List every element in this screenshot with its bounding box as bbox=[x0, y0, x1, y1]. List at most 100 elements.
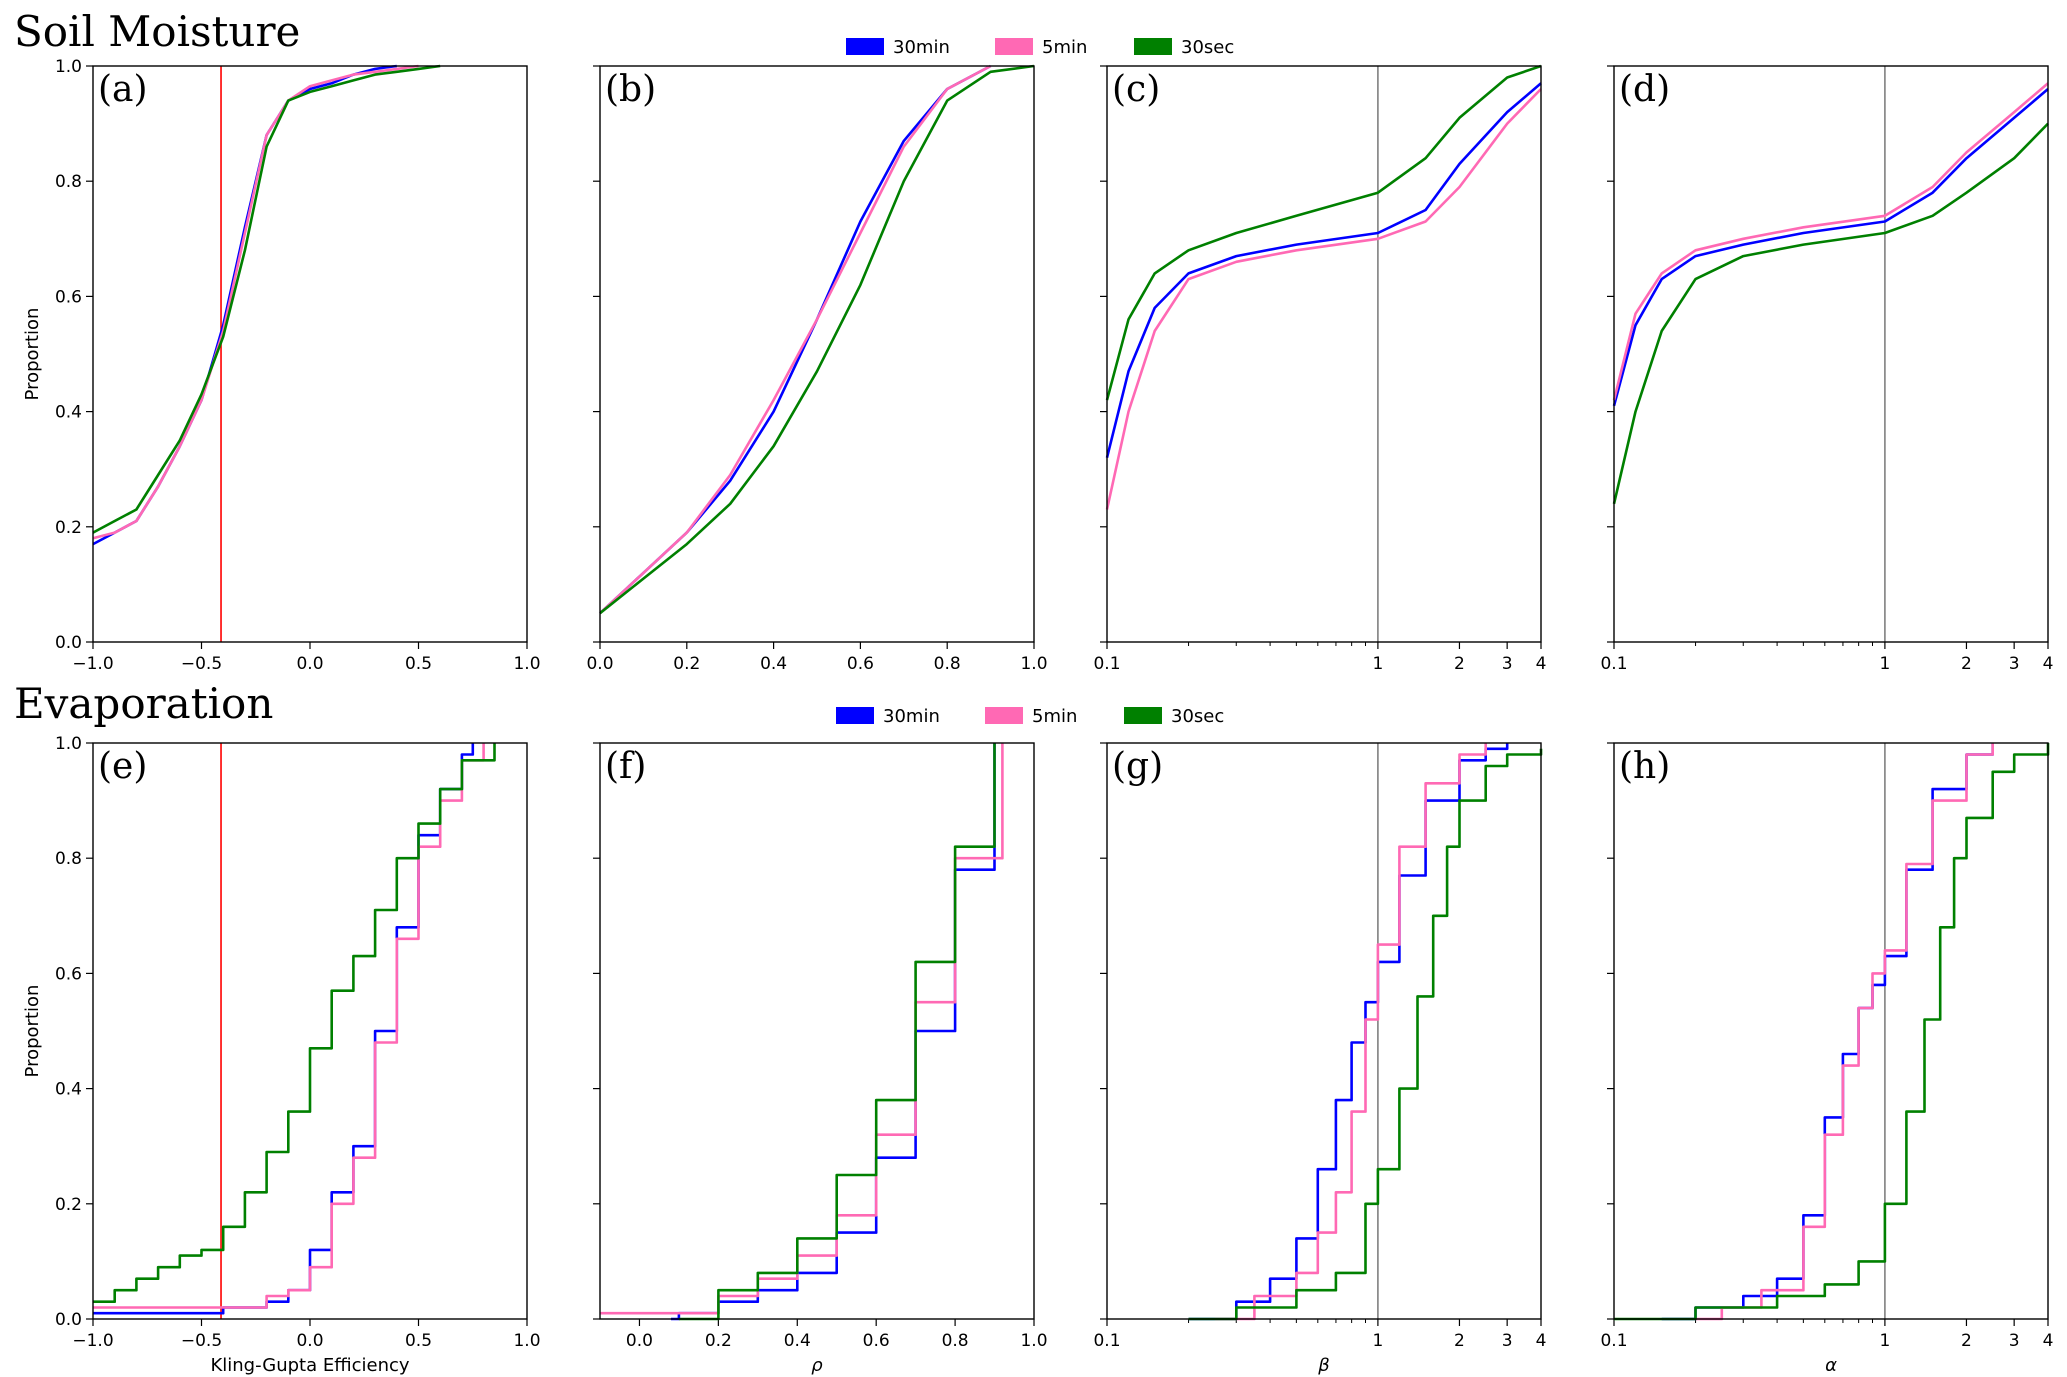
x-tick-label: 0.0 bbox=[626, 1331, 653, 1351]
series-line-30sec bbox=[1614, 743, 2050, 1321]
panel-label: (e) bbox=[98, 746, 147, 787]
x-tick-label: 1.0 bbox=[1020, 1331, 1047, 1351]
series-line-30min bbox=[92, 64, 397, 546]
series-line-30sec bbox=[599, 64, 1035, 615]
x-tick-label: 1 bbox=[1879, 1331, 1890, 1351]
plot-frame bbox=[1613, 742, 2049, 1320]
x-tick-label: 0.8 bbox=[942, 1331, 969, 1351]
y-tick-label: 0.2 bbox=[55, 1195, 82, 1215]
legend-top: 30min 5min 30sec bbox=[846, 37, 1234, 58]
x-axis-label: ρ bbox=[811, 1355, 823, 1376]
y-tick-label: 0.8 bbox=[55, 849, 82, 869]
panel-c: 0.1 1 2 3 4 (c) bbox=[1093, 64, 1547, 674]
y-tick-label: 0.4 bbox=[55, 1080, 82, 1100]
x-axis-label: α bbox=[1825, 1355, 1837, 1376]
plot-frame bbox=[599, 65, 1035, 643]
x-tick-label: 0.0 bbox=[296, 1331, 323, 1351]
x-tick-label: −1.0 bbox=[72, 1331, 113, 1351]
x-tick-label: 0.6 bbox=[863, 1331, 890, 1351]
x-tick-label: 0.8 bbox=[934, 654, 961, 674]
y-axis-label: Proportion bbox=[22, 308, 43, 401]
x-tick-label: 1 bbox=[1372, 1331, 1383, 1351]
x-tick-label: 4 bbox=[1536, 654, 1547, 674]
legend-label-5min: 5min bbox=[1032, 706, 1077, 727]
x-tick-label: 1.0 bbox=[513, 654, 540, 674]
x-tick-label: −0.5 bbox=[181, 1331, 222, 1351]
y-axis-label: Proportion bbox=[22, 985, 43, 1078]
x-tick-label: 1 bbox=[1372, 654, 1383, 674]
x-tick-label: 0.1 bbox=[1093, 1331, 1120, 1351]
x-tick-label: 0.4 bbox=[760, 654, 787, 674]
panel-f: 0.0 0.2 0.4 0.6 0.8 1.0 (f) ρ bbox=[593, 742, 1048, 1376]
x-tick-label: 0.1 bbox=[1600, 1331, 1627, 1351]
legend-label-30min: 30min bbox=[893, 37, 950, 58]
x-tick-label: −0.5 bbox=[181, 654, 222, 674]
x-tick-label: 0.6 bbox=[847, 654, 874, 674]
panel-b: 0.0 0.2 0.4 0.6 0.8 1.0 (b) bbox=[586, 64, 1048, 674]
x-tick-label: −1.0 bbox=[72, 654, 113, 674]
x-tick-label: 1.0 bbox=[1020, 654, 1047, 674]
legend-swatch-5min bbox=[995, 38, 1033, 55]
panel-g: 0.1 1 2 3 4 (g) β bbox=[1093, 742, 1546, 1376]
x-tick-label: 1.0 bbox=[513, 1331, 540, 1351]
panel-label: (g) bbox=[1112, 746, 1163, 787]
series-line-30sec bbox=[1188, 748, 1543, 1321]
panel-a: −1.0 −0.5 0.0 0.5 1.0 0.0 0.2 0.4 0.6 0.8 1.0 (a) Pr… bbox=[22, 57, 541, 674]
series-line-30sec bbox=[92, 64, 441, 534]
x-tick-label: 2 bbox=[1454, 1331, 1465, 1351]
y-tick-label: 1.0 bbox=[55, 734, 82, 754]
x-tick-label: 0.5 bbox=[405, 1331, 432, 1351]
y-tick-label: 0.8 bbox=[55, 172, 82, 192]
series-line-30sec bbox=[93, 743, 496, 1303]
legend-swatch-30sec bbox=[1124, 707, 1162, 724]
series-line-30min bbox=[93, 743, 475, 1315]
series-line-5min bbox=[93, 743, 485, 1309]
plot-frame bbox=[599, 742, 1035, 1320]
y-tick-label: 0.6 bbox=[55, 964, 82, 984]
x-tick-label: 2 bbox=[1961, 1331, 1972, 1351]
series-line-30sec bbox=[678, 743, 996, 1321]
panel-label: (h) bbox=[1619, 746, 1670, 787]
series-line-5min bbox=[1695, 743, 1994, 1321]
series-line-5min bbox=[92, 64, 419, 540]
legend-label-30sec: 30sec bbox=[1181, 37, 1234, 58]
series-line-30sec bbox=[1612, 122, 2049, 505]
legend-bottom: 30min 5min 30sec bbox=[836, 706, 1224, 727]
y-tick-label: 0.6 bbox=[55, 287, 82, 307]
series-line-5min bbox=[1612, 82, 2049, 401]
x-tick-label: 3 bbox=[2009, 654, 2020, 674]
chart-panels: −1.0 −0.5 0.0 0.5 1.0 0.0 0.2 0.4 0.6 0.8 1.0 (a) Pr… bbox=[22, 57, 2053, 1376]
legend-swatch-5min bbox=[985, 707, 1023, 724]
panel-label: (b) bbox=[605, 69, 656, 110]
x-tick-label: 2 bbox=[1454, 654, 1465, 674]
x-axis-label: β bbox=[1317, 1355, 1330, 1376]
x-tick-label: 0.2 bbox=[673, 654, 700, 674]
x-tick-label: 0.2 bbox=[705, 1331, 732, 1351]
legend-swatch-30min bbox=[846, 38, 884, 55]
series-line-5min bbox=[600, 743, 1004, 1315]
y-tick-label: 0.0 bbox=[55, 1310, 82, 1330]
row-title-soil-moisture: Soil Moisture bbox=[14, 7, 300, 56]
plot-frame bbox=[92, 742, 528, 1320]
y-tick-label: 0.4 bbox=[55, 403, 82, 423]
x-tick-label: 0.0 bbox=[586, 654, 613, 674]
x-tick-label: 0.1 bbox=[1600, 654, 1627, 674]
legend-label-30sec: 30sec bbox=[1171, 706, 1224, 727]
row-title-evaporation: Evaporation bbox=[14, 679, 273, 728]
x-tick-label: 3 bbox=[1502, 654, 1513, 674]
panel-label: (f) bbox=[605, 746, 646, 787]
plot-frame bbox=[1106, 65, 1542, 643]
series-line-5min bbox=[1105, 88, 1542, 510]
legend-swatch-30sec bbox=[1134, 38, 1172, 55]
legend-swatch-30min bbox=[836, 707, 874, 724]
x-tick-label: 0.5 bbox=[405, 654, 432, 674]
legend-label-5min: 5min bbox=[1042, 37, 1087, 58]
plot-frame bbox=[1613, 65, 2049, 643]
legend-label-30min: 30min bbox=[883, 706, 940, 727]
series-line-5min bbox=[599, 64, 992, 615]
series-line-30min bbox=[1612, 88, 2049, 407]
x-tick-label: 0.1 bbox=[1093, 654, 1120, 674]
panel-label: (c) bbox=[1112, 69, 1160, 110]
panel-e: −1.0 −0.5 0.0 0.5 1.0 0.0 0.2 0.4 0.6 0.8 1.0 (e) Pr… bbox=[22, 734, 541, 1376]
